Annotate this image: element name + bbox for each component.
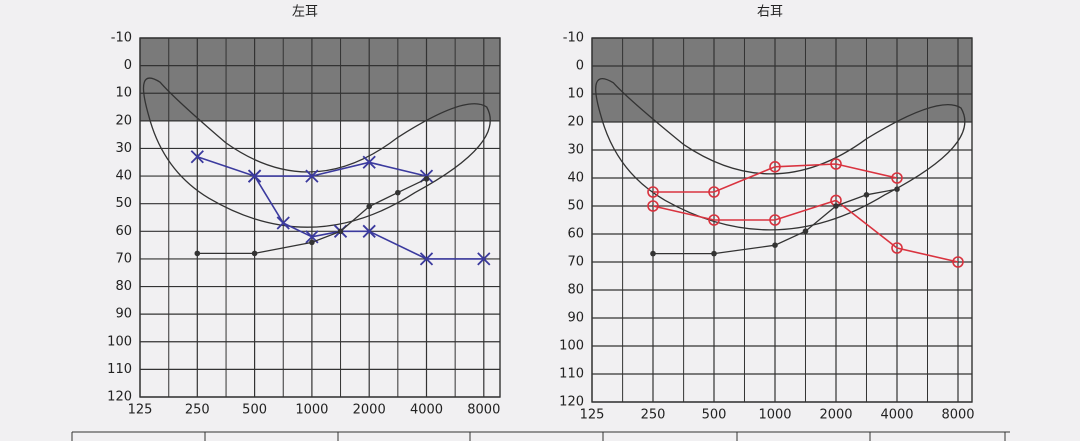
- y-tick-label: 10: [567, 87, 584, 102]
- shaded-region: [592, 38, 972, 122]
- x-tick-label: 8000: [467, 403, 500, 418]
- point: [647, 186, 659, 198]
- y-tick-label: 100: [559, 339, 584, 354]
- x-tick-label: 1000: [758, 408, 791, 423]
- y-tick-label: 80: [567, 283, 584, 298]
- plot-border: [591, 37, 973, 403]
- point: [650, 250, 656, 257]
- point: [395, 189, 401, 196]
- y-tick-label: 0: [124, 58, 132, 73]
- point: [708, 214, 720, 226]
- point: [830, 158, 842, 170]
- y-tick-label: 120: [107, 390, 132, 405]
- point: [309, 239, 315, 246]
- bottom-table: [71, 431, 1010, 441]
- point: [647, 200, 659, 212]
- y-tick-label: 60: [115, 224, 132, 239]
- x-tick-label: 250: [185, 403, 210, 418]
- x-tick-label: 250: [641, 408, 666, 423]
- y-tick-label: 60: [567, 227, 584, 242]
- x-tick-label: 2000: [819, 408, 852, 423]
- point: [802, 228, 809, 234]
- y-tick-label: -10: [563, 31, 584, 46]
- point: [833, 203, 839, 209]
- y-tick-label: 10: [115, 86, 132, 101]
- speech-banana: [142, 77, 491, 228]
- point: [419, 252, 434, 266]
- x-tick-label: 4000: [880, 408, 913, 423]
- shaded-region: [140, 38, 500, 121]
- y-tick-label: 90: [115, 307, 132, 322]
- point: [190, 150, 204, 164]
- point: [894, 186, 900, 192]
- y-tick-label: 20: [567, 115, 584, 130]
- point: [477, 252, 491, 266]
- plot-border: [139, 37, 501, 398]
- series-line: [652, 199, 959, 263]
- point: [711, 250, 717, 257]
- point: [276, 216, 290, 230]
- point: [423, 176, 430, 182]
- y-tick-label: 110: [107, 362, 132, 377]
- x-tick-label: 500: [242, 403, 267, 418]
- point: [194, 250, 201, 257]
- point: [772, 242, 778, 248]
- point: [863, 192, 870, 198]
- point: [247, 169, 262, 183]
- y-tick-label: 120: [559, 395, 584, 410]
- y-tick-label: -10: [111, 31, 132, 46]
- point: [891, 242, 903, 254]
- x-tick-label: 1000: [295, 403, 328, 418]
- y-tick-label: 90: [567, 311, 584, 326]
- y-tick-label: 20: [115, 113, 132, 128]
- chart-title: 左耳: [292, 5, 318, 20]
- point: [952, 256, 964, 268]
- y-tick-label: 80: [115, 279, 132, 294]
- y-tick-label: 30: [115, 141, 132, 156]
- y-tick-label: 100: [107, 334, 132, 349]
- x-tick-label: 125: [128, 403, 153, 418]
- y-tick-label: 40: [115, 169, 132, 184]
- point: [366, 203, 373, 210]
- point: [769, 214, 781, 226]
- y-tick-label: 70: [115, 251, 132, 266]
- point: [362, 224, 376, 238]
- y-tick-label: 50: [567, 199, 584, 214]
- y-tick-label: 110: [559, 367, 584, 382]
- x-tick-label: 500: [702, 408, 727, 423]
- point: [708, 186, 720, 198]
- series-line: [653, 163, 898, 193]
- y-tick-label: 40: [567, 171, 584, 186]
- x-tick-label: 125: [580, 408, 605, 423]
- y-tick-label: 70: [567, 255, 584, 270]
- y-tick-label: 0: [576, 59, 584, 74]
- point: [769, 161, 781, 173]
- point: [891, 172, 903, 184]
- point: [337, 228, 344, 235]
- point: [362, 155, 376, 169]
- x-tick-label: 2000: [353, 403, 386, 418]
- x-tick-label: 4000: [410, 403, 443, 418]
- chart-title: 右耳: [757, 5, 783, 20]
- point: [305, 169, 319, 183]
- y-tick-label: 50: [115, 196, 132, 211]
- point: [251, 250, 258, 257]
- y-tick-label: 30: [567, 143, 584, 158]
- x-tick-label: 8000: [941, 408, 974, 423]
